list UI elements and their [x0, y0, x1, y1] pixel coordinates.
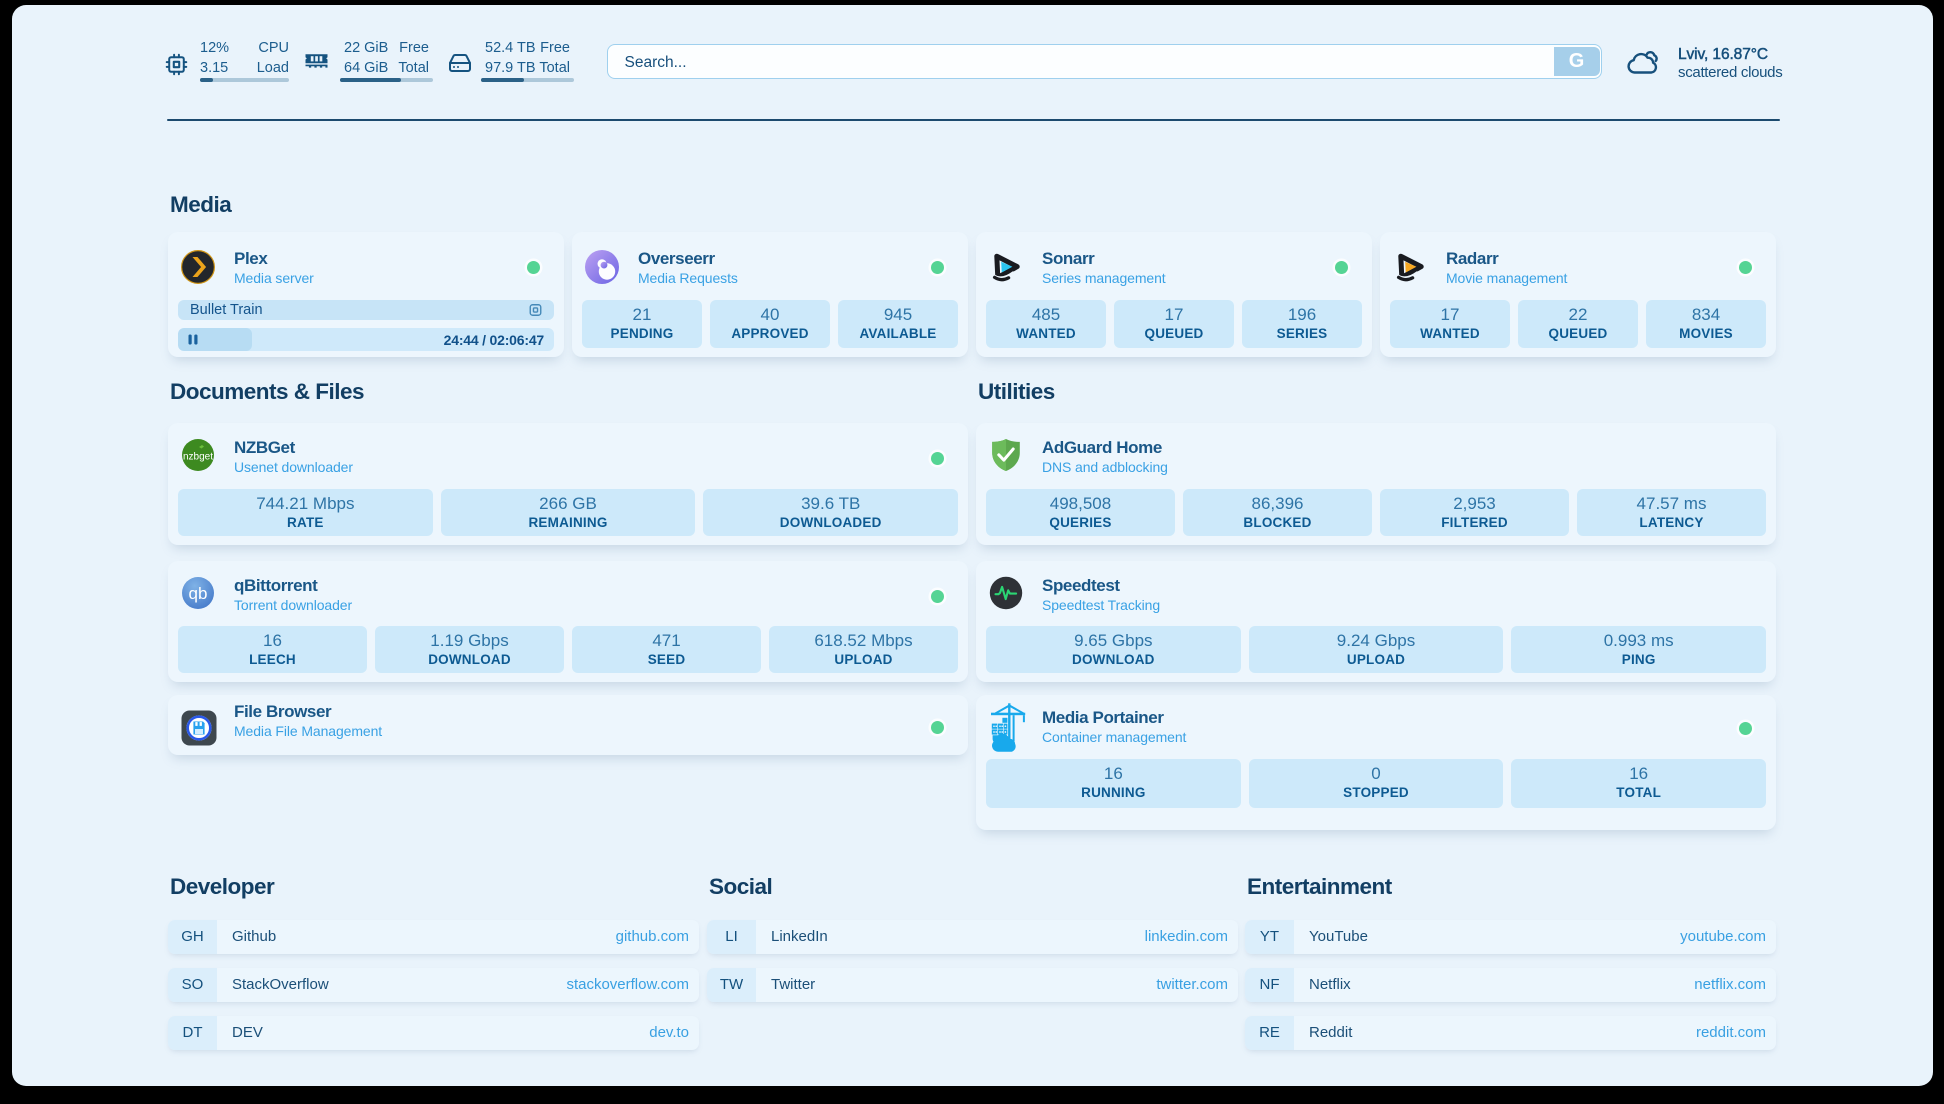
svg-text:qb: qb	[189, 584, 208, 603]
svg-text:nzbget: nzbget	[183, 452, 213, 463]
